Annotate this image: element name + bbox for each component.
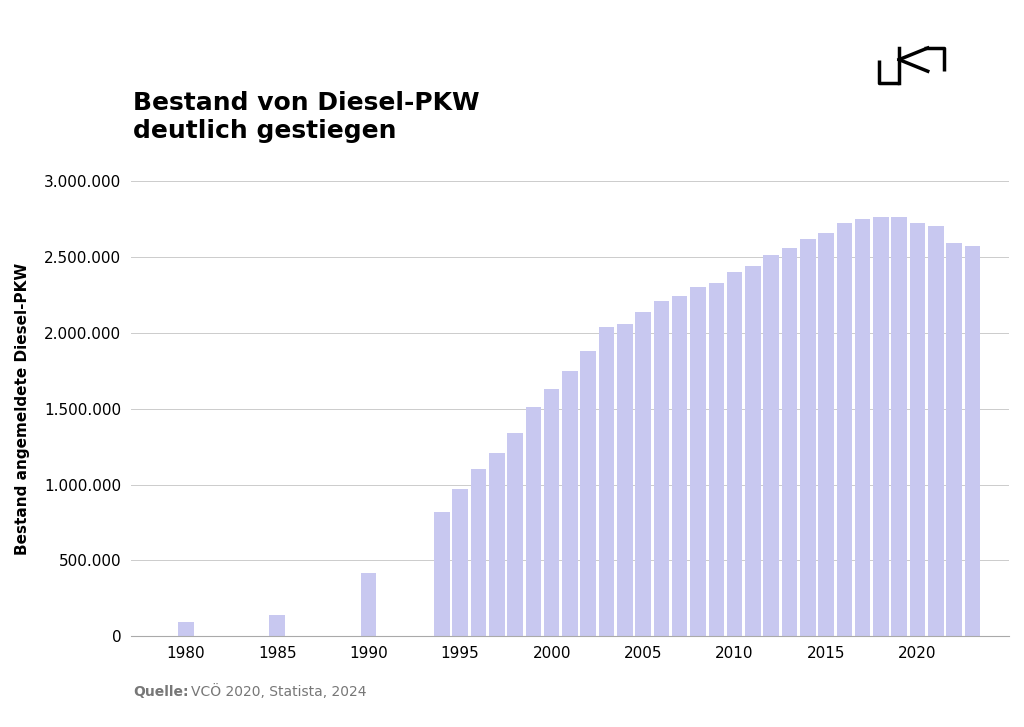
Bar — [946, 244, 962, 636]
Bar — [653, 301, 669, 636]
Bar — [599, 326, 614, 636]
Bar — [855, 219, 870, 636]
Bar — [727, 272, 742, 636]
Bar — [581, 351, 596, 636]
Bar — [453, 489, 468, 636]
Bar — [709, 283, 724, 636]
Bar — [909, 223, 926, 636]
Bar — [269, 615, 285, 636]
Bar — [635, 311, 651, 636]
Bar — [471, 470, 486, 636]
Bar — [764, 255, 779, 636]
Bar — [507, 433, 523, 636]
Bar — [672, 297, 687, 636]
Bar — [544, 389, 559, 636]
Y-axis label: Bestand angemeldete Diesel-PKW: Bestand angemeldete Diesel-PKW — [15, 262, 30, 555]
Bar — [562, 371, 578, 636]
Text: VCÖ 2020, Statista, 2024: VCÖ 2020, Statista, 2024 — [191, 684, 367, 699]
Bar — [892, 217, 907, 636]
Bar — [525, 407, 541, 636]
Bar — [489, 454, 505, 636]
Bar — [690, 287, 706, 636]
Bar — [781, 248, 798, 636]
Bar — [837, 223, 852, 636]
Bar — [745, 266, 761, 636]
Bar — [800, 238, 815, 636]
Bar — [178, 622, 194, 636]
Text: Quelle:: Quelle: — [133, 686, 188, 699]
Bar — [617, 324, 633, 636]
Bar — [434, 512, 450, 636]
Bar — [818, 233, 834, 636]
Bar — [873, 217, 889, 636]
Bar — [928, 227, 943, 636]
Bar — [965, 246, 980, 636]
Text: Bestand von Diesel-PKW
deutlich gestiegen: Bestand von Diesel-PKW deutlich gestiege… — [133, 91, 480, 142]
Bar — [360, 573, 377, 636]
